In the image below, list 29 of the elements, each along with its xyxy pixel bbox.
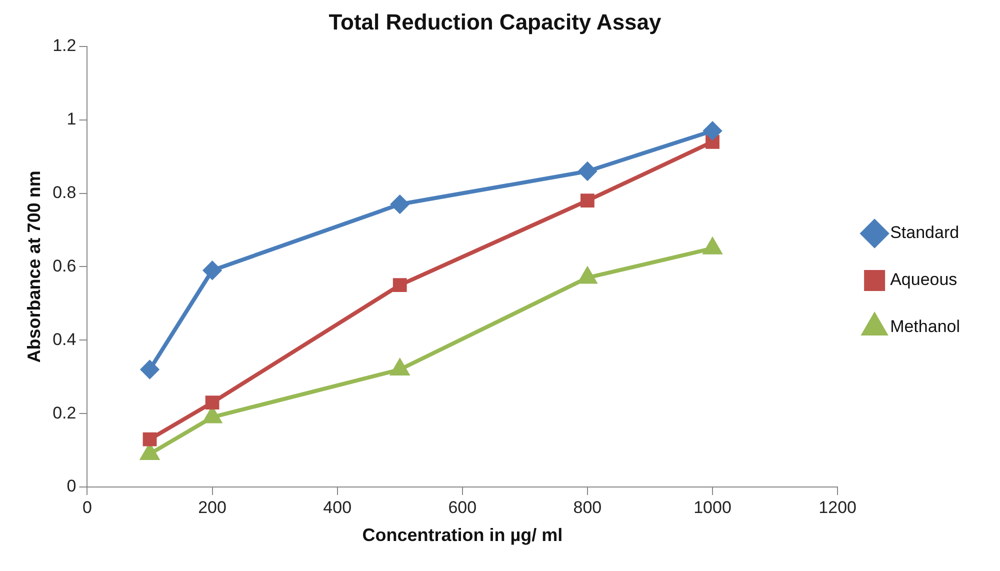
point <box>704 122 722 140</box>
chart-title: Total Reduction Capacity Assay <box>328 9 662 34</box>
y-tick-label: 0 <box>66 476 76 496</box>
point <box>142 432 157 446</box>
x-tick-label: 800 <box>573 498 602 517</box>
x-tick-label: 400 <box>323 498 352 517</box>
y-axis-title: Absorbance at 700 nm <box>24 170 44 363</box>
x-tick-label: 1000 <box>694 498 732 517</box>
point <box>390 195 409 214</box>
point <box>203 261 222 280</box>
point <box>578 162 596 180</box>
legend-label: Methanol <box>890 317 960 336</box>
y-tick-label: 0.2 <box>52 403 76 422</box>
x-tick-label: 600 <box>448 498 477 517</box>
y-tick-label: 0.4 <box>52 330 76 349</box>
point <box>392 278 407 292</box>
legend-label: Standard <box>890 223 960 242</box>
x-tick-label: 1200 <box>818 498 856 517</box>
point <box>140 360 159 379</box>
x-tick-label: 0 <box>82 498 92 517</box>
point <box>205 396 220 410</box>
legend-label: Aqueous <box>890 270 958 290</box>
y-tick-label: 0.8 <box>52 182 76 202</box>
x-tick-label: 200 <box>198 498 226 517</box>
y-tick-label: 1 <box>66 110 76 129</box>
point <box>580 194 594 208</box>
y-tick-label: 0.6 <box>52 256 76 276</box>
x-axis-title: Concentration in µg/ ml <box>362 525 563 546</box>
y-tick-label: 1.2 <box>52 36 76 56</box>
